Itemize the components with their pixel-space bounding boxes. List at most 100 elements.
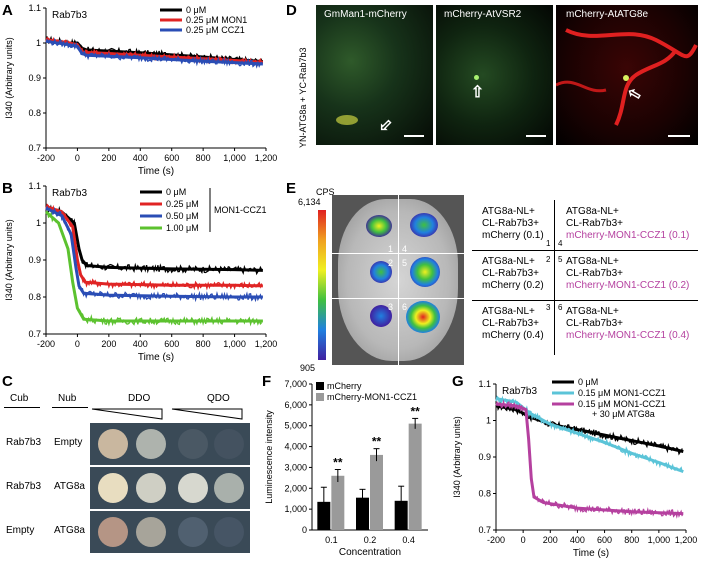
plate-row-2 (90, 467, 250, 509)
scale-bar (668, 135, 690, 137)
legend-group-label: MON1-CCZ1 (214, 205, 267, 215)
x-tick-label: 600 (164, 153, 179, 163)
x-tick-label: 800 (624, 535, 639, 545)
legend-label: mCherry (327, 381, 362, 391)
cell-1: ATG8a-NL+ CL-Rab7b3+ mCherry (0.1) (482, 206, 544, 241)
y-tick-label: 1.1 (478, 379, 491, 389)
dilution-wedges (91, 408, 243, 420)
micro-image-1: GmMan1-mCherry ⇨ (316, 5, 433, 145)
cell-5: ATG8a-NL+ CL-Rab7b3+ mCherry-MON1-CCZ1 (0.… (566, 256, 690, 291)
x-tick-label: 600 (164, 339, 179, 349)
cell-3: ATG8a-NL+ CL-Rab7b3+ mCherry (0.4) (482, 306, 544, 341)
scale-bar (526, 135, 546, 137)
x-axis-label: Time (s) (573, 548, 609, 559)
y-tick-label: 0.9 (28, 255, 41, 265)
legend-label-cont: + 30 μM ATG8a (592, 409, 655, 419)
x-tick-label: 0 (75, 339, 80, 349)
num-4: 4 (558, 239, 563, 248)
bar (331, 475, 345, 530)
arrow-icon: ⇨ (469, 84, 487, 98)
y-tick-label: 3,000 (284, 462, 307, 472)
x-tick-label: 1,200 (255, 153, 278, 163)
x-tick-label: 0 (521, 535, 526, 545)
spot-num-1: 1 (388, 244, 394, 254)
bar (408, 423, 422, 530)
cell-4: ATG8a-NL+ CL-Rab7b3+ mCherry-MON1-CCZ1 (0.… (566, 206, 690, 241)
scale-max: 6,134 (298, 197, 321, 207)
legend-swatch (316, 393, 324, 401)
cell-2: ATG8a-NL+ CL-Rab7b3+ mCherry (0.2) (482, 256, 544, 291)
panel-e-table: ATG8a-NL+ CL-Rab7b3+ mCherry (0.1) 1 ATG8a… (472, 200, 700, 365)
y-axis-label: I340 (Arbitrary units) (452, 416, 462, 498)
bar (394, 500, 408, 530)
num-1: 1 (546, 239, 551, 248)
x-axis-label: Time (s) (138, 352, 174, 363)
legend-label: 0.15 μM MON1-CCZ1 (578, 399, 666, 409)
legend-label: 0.25 μM MON1 (186, 15, 247, 25)
legend-label: 0.25 μM (166, 199, 199, 209)
num-3: 3 (546, 303, 551, 312)
chart-g: -200 0 200 400 600 800 1,000 1,200 0.7 0.8 0.9 1 1.1… (452, 377, 698, 559)
x-tick-label: 1,000 (648, 535, 671, 545)
plate-row-1 (90, 423, 250, 465)
legend-label: 0 μM (166, 187, 186, 197)
col-cub: Cub (10, 393, 29, 404)
legend-label: 1.00 μM (166, 223, 199, 233)
col-qdo: QDO (207, 393, 230, 404)
luminescence-colorbar (318, 210, 326, 360)
plate-row-3 (90, 511, 250, 553)
y-tick-label: 0.7 (28, 329, 41, 339)
legend-swatch (316, 382, 324, 390)
y-tick-label: 4,000 (284, 442, 307, 452)
significance-marker: ** (333, 456, 343, 470)
chart-b: -200 0 200 400 600 800 1,000 1,200 0.7 0.8 0.9 1 1.1… (4, 181, 277, 363)
leaf-image: 1 2 3 4 5 6 (332, 195, 464, 365)
y-tick-label: 1 (36, 218, 41, 228)
x-tick-label: 1,000 (223, 339, 246, 349)
series-trend (495, 404, 684, 453)
row3-nub: ATG8a (54, 525, 85, 536)
chart-annotation: Rab7b3 (502, 386, 537, 397)
micro-title-3: mCherry-AtATG8e (566, 9, 649, 20)
row1-cub: Rab7b3 (6, 437, 42, 448)
yeast-two-hybrid: Cub Nub DDO QDO Rab7b3 Empty Rab7b3 ATG8… (0, 385, 270, 560)
series-trend (45, 210, 263, 323)
y-tick-label: 5,000 (284, 421, 307, 431)
divider (52, 407, 88, 408)
spot-num-4: 4 (402, 244, 408, 254)
chart-annotation: Rab7b3 (52, 10, 87, 21)
significance-marker: ** (372, 435, 382, 449)
chart-annotation: Rab7b3 (52, 188, 87, 199)
x-tick-label: 0.4 (402, 535, 415, 545)
legend-label: 0 μM (186, 5, 206, 15)
x-tick-label: 0.2 (364, 535, 377, 545)
legend-label: mCherry-MON1-CCZ1 (327, 392, 417, 402)
series-trend (45, 206, 263, 272)
significance-marker: ** (410, 404, 420, 418)
legend-label: 0 μM (578, 377, 598, 387)
scale-bar (404, 135, 424, 137)
spot-num-3: 3 (388, 302, 394, 312)
x-tick-label: 0 (75, 153, 80, 163)
chart-f: 0 1,000 2,000 3,000 4,000 5,000 6,000 7,000 0.1 *… (264, 379, 428, 558)
col-ddo: DDO (128, 393, 151, 404)
x-tick-label: 400 (570, 535, 585, 545)
row1-nub: Empty (54, 437, 83, 448)
y-tick-label: 6,000 (284, 400, 307, 410)
scale-min: 905 (300, 363, 316, 373)
series-trend (45, 206, 263, 299)
panel-d-side-label: YN-ATG8a + YC-Rab7b3 (298, 47, 308, 148)
chart-a: -200 0 200 400 600 800 1,000 1,200 0.7 0.8 0.9 1 1.1… (4, 3, 278, 177)
legend-label: 0.25 μM CCZ1 (186, 25, 245, 35)
micro-title-1: GmMan1-mCherry (324, 9, 407, 20)
x-tick-label: 200 (101, 339, 116, 349)
micro-image-2: mCherry-AtVSR2 ⇨ (436, 5, 553, 145)
x-tick-label: 1,200 (675, 535, 698, 545)
x-tick-label: 200 (101, 153, 116, 163)
panel-label-c: C (2, 373, 13, 390)
num-5: 5 (558, 255, 563, 264)
cell-6: ATG8a-NL+ CL-Rab7b3+ mCherry-MON1-CCZ1 (0.… (566, 306, 690, 341)
y-tick-label: 1,000 (284, 504, 307, 514)
y-tick-label: 0.8 (478, 489, 491, 499)
panel-label-f: F (262, 373, 272, 390)
